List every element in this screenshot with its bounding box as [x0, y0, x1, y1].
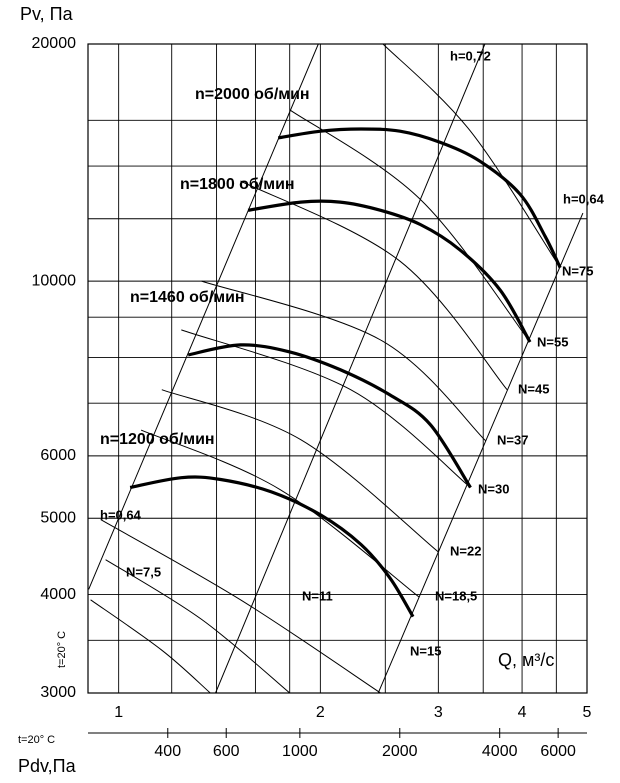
efficiency-line	[377, 212, 584, 693]
labels: 3000 4000 5000 6000 10000 20000 1 2 3 4 5 400 600 100…	[32, 35, 605, 760]
power-line	[382, 44, 561, 268]
x2-tick-label: 4000	[482, 743, 518, 760]
speed-label: n=1460 об/мин	[130, 289, 245, 306]
power-line	[140, 429, 420, 598]
power-label: N=55	[537, 334, 568, 349]
power-label: N=15	[410, 643, 441, 658]
x2-tick-label: 400	[154, 743, 181, 760]
speed-curve	[129, 475, 415, 618]
x-tick-label: 5	[583, 704, 592, 721]
speed-label: n=2000 об/мин	[195, 86, 310, 103]
y-note: t=20° C	[56, 631, 68, 668]
x2-tick-label: 1000	[282, 743, 318, 760]
y-tick-label: 3000	[40, 684, 76, 701]
power-line	[100, 519, 381, 693]
speed-label: n=1200 об/мин	[100, 431, 215, 448]
x-tick-label: 3	[434, 704, 443, 721]
power-line	[181, 329, 471, 488]
speed-curve	[277, 127, 562, 269]
speed-label: n=1800 об/мин	[180, 176, 295, 193]
y-tick-label: 6000	[40, 447, 76, 464]
y-tick-label: 5000	[40, 509, 76, 526]
power-line	[240, 180, 508, 391]
y-tick-label: 4000	[40, 586, 76, 603]
grid	[88, 43, 588, 694]
x-tick-label: 1	[114, 704, 123, 721]
power-label: N=37	[497, 432, 528, 447]
power-line	[201, 280, 487, 442]
efficiency-line	[88, 44, 319, 590]
x-tick-label: 2	[316, 704, 325, 721]
x2-tick-label: 600	[213, 743, 240, 760]
y-axis-label: Pv, Па	[20, 4, 74, 24]
power-label: N=11	[302, 588, 333, 603]
plot-frame	[87, 43, 588, 694]
x2-tick-label: 2000	[382, 743, 418, 760]
power-line	[90, 599, 211, 693]
speed-curve	[247, 199, 532, 343]
curves	[88, 44, 584, 693]
x-tick-label: 4	[518, 704, 527, 721]
power-line	[161, 389, 439, 553]
power-label: N=7,5	[126, 564, 161, 579]
power-label: N=18,5	[435, 588, 477, 603]
power-label: N=75	[562, 263, 593, 278]
power-line	[105, 559, 291, 693]
efficiency-line	[215, 44, 486, 693]
efficiency-label: h=0,72	[450, 48, 491, 63]
efficiency-label: h=0,64	[563, 191, 605, 206]
y-tick-label: 10000	[32, 272, 77, 289]
efficiency-label: h=0,64	[100, 507, 142, 522]
power-label: N=22	[450, 543, 481, 558]
x2-note: t=20° C	[18, 734, 55, 746]
x2-axis-label: Pdv,Па	[18, 756, 77, 776]
power-label: N=30	[478, 481, 509, 496]
power-label: N=45	[518, 381, 549, 396]
x-axis-label: Q, м³/с	[498, 650, 554, 670]
speed-curve	[187, 343, 472, 489]
y-tick-label: 20000	[32, 35, 77, 52]
x2-tick-label: 6000	[540, 743, 576, 760]
